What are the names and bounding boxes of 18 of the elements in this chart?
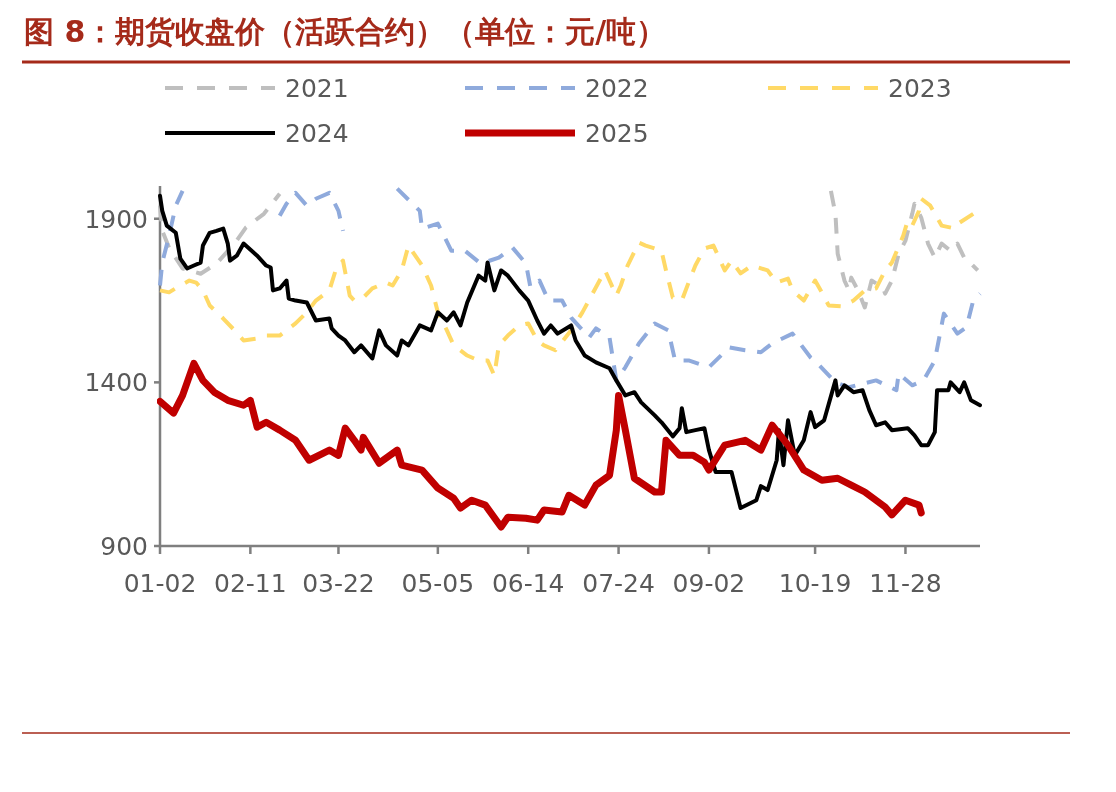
y-tick-label: 1900 bbox=[84, 204, 148, 234]
legend-label: 2023 bbox=[888, 74, 952, 103]
x-tick-label: 02-11 bbox=[214, 569, 287, 598]
legend-label: 2021 bbox=[285, 74, 349, 103]
legend-label: 2022 bbox=[585, 74, 649, 103]
x-tick-label: 03-22 bbox=[302, 569, 375, 598]
x-tick-label: 10-19 bbox=[778, 569, 852, 598]
y-tick-label: 900 bbox=[100, 532, 148, 561]
x-tick-label: 06-14 bbox=[491, 569, 565, 598]
x-tick-label: 05-05 bbox=[401, 569, 475, 598]
legend-label: 2024 bbox=[285, 119, 349, 148]
x-tick-label: 09-02 bbox=[672, 569, 746, 598]
y-tick-label: 1400 bbox=[84, 368, 148, 398]
legend-label: 2025 bbox=[585, 119, 649, 148]
x-tick-label: 11-28 bbox=[869, 569, 942, 598]
chart-title: 图 8：期货收盘价（活跃合约）（单位：元/吨） bbox=[24, 14, 667, 49]
x-tick-label: 07-24 bbox=[582, 569, 655, 598]
x-tick-label: 01-02 bbox=[123, 569, 197, 598]
